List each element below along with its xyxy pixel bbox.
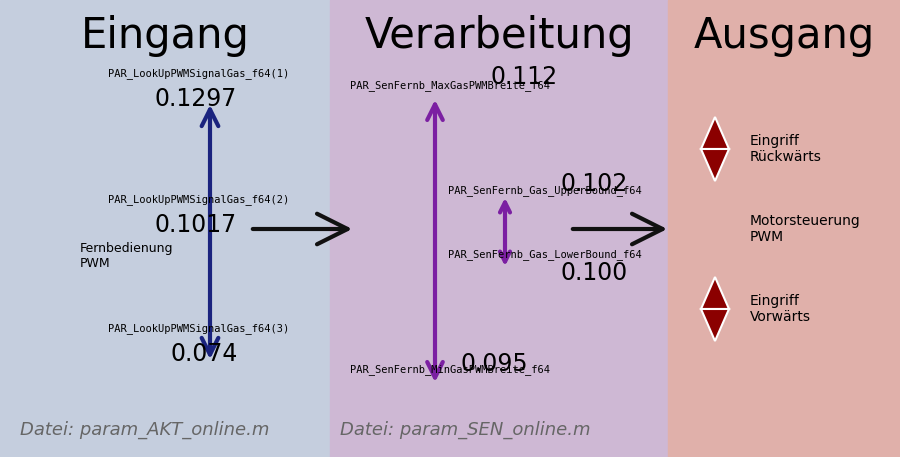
- Text: 0.074: 0.074: [170, 342, 238, 366]
- Text: Eingriff
Rückwärts: Eingriff Rückwärts: [750, 134, 822, 164]
- Text: Datei: param_AKT_online.m: Datei: param_AKT_online.m: [20, 421, 269, 439]
- Text: 0.112: 0.112: [490, 65, 557, 89]
- Text: Motorsteuerung
PWM: Motorsteuerung PWM: [750, 214, 860, 244]
- Polygon shape: [701, 309, 729, 341]
- Text: Verarbeitung: Verarbeitung: [364, 15, 634, 57]
- Text: 0.095: 0.095: [460, 352, 527, 376]
- Bar: [0, 0, 330, 457]
- Text: PAR_LookUpPWMSignalGas_f64(2): PAR_LookUpPWMSignalGas_f64(2): [108, 194, 289, 205]
- Bar: [668, 0, 900, 457]
- Polygon shape: [701, 277, 729, 309]
- Text: PAR_SenFernb_Gas_LowerBound_f64: PAR_SenFernb_Gas_LowerBound_f64: [448, 249, 642, 260]
- Text: Datei: param_SEN_online.m: Datei: param_SEN_online.m: [340, 421, 590, 439]
- Text: 0.100: 0.100: [560, 261, 627, 285]
- Text: PAR_LookUpPWMSignalGas_f64(1): PAR_LookUpPWMSignalGas_f64(1): [108, 68, 289, 79]
- Text: Eingriff
Vorwärts: Eingriff Vorwärts: [750, 294, 811, 324]
- Text: 0.1017: 0.1017: [155, 213, 237, 237]
- Text: Eingang: Eingang: [81, 15, 249, 57]
- Polygon shape: [701, 117, 729, 149]
- Text: PAR_SenFernb_MaxGasPWMBreite_f64: PAR_SenFernb_MaxGasPWMBreite_f64: [350, 80, 550, 91]
- Text: 0.1297: 0.1297: [155, 87, 238, 111]
- Text: Fernbedienung
PWM: Fernbedienung PWM: [80, 242, 174, 270]
- Text: PAR_SenFernb_MinGasPWMBreite_f64: PAR_SenFernb_MinGasPWMBreite_f64: [350, 364, 550, 375]
- Text: PAR_LookUpPWMSignalGas_f64(3): PAR_LookUpPWMSignalGas_f64(3): [108, 323, 289, 334]
- Text: 0.102: 0.102: [560, 172, 627, 196]
- Text: PAR_SenFernb_Gas_UpperBound_f64: PAR_SenFernb_Gas_UpperBound_f64: [448, 185, 642, 196]
- Bar: [330, 0, 668, 457]
- Polygon shape: [701, 149, 729, 181]
- Text: Ausgang: Ausgang: [693, 15, 875, 57]
